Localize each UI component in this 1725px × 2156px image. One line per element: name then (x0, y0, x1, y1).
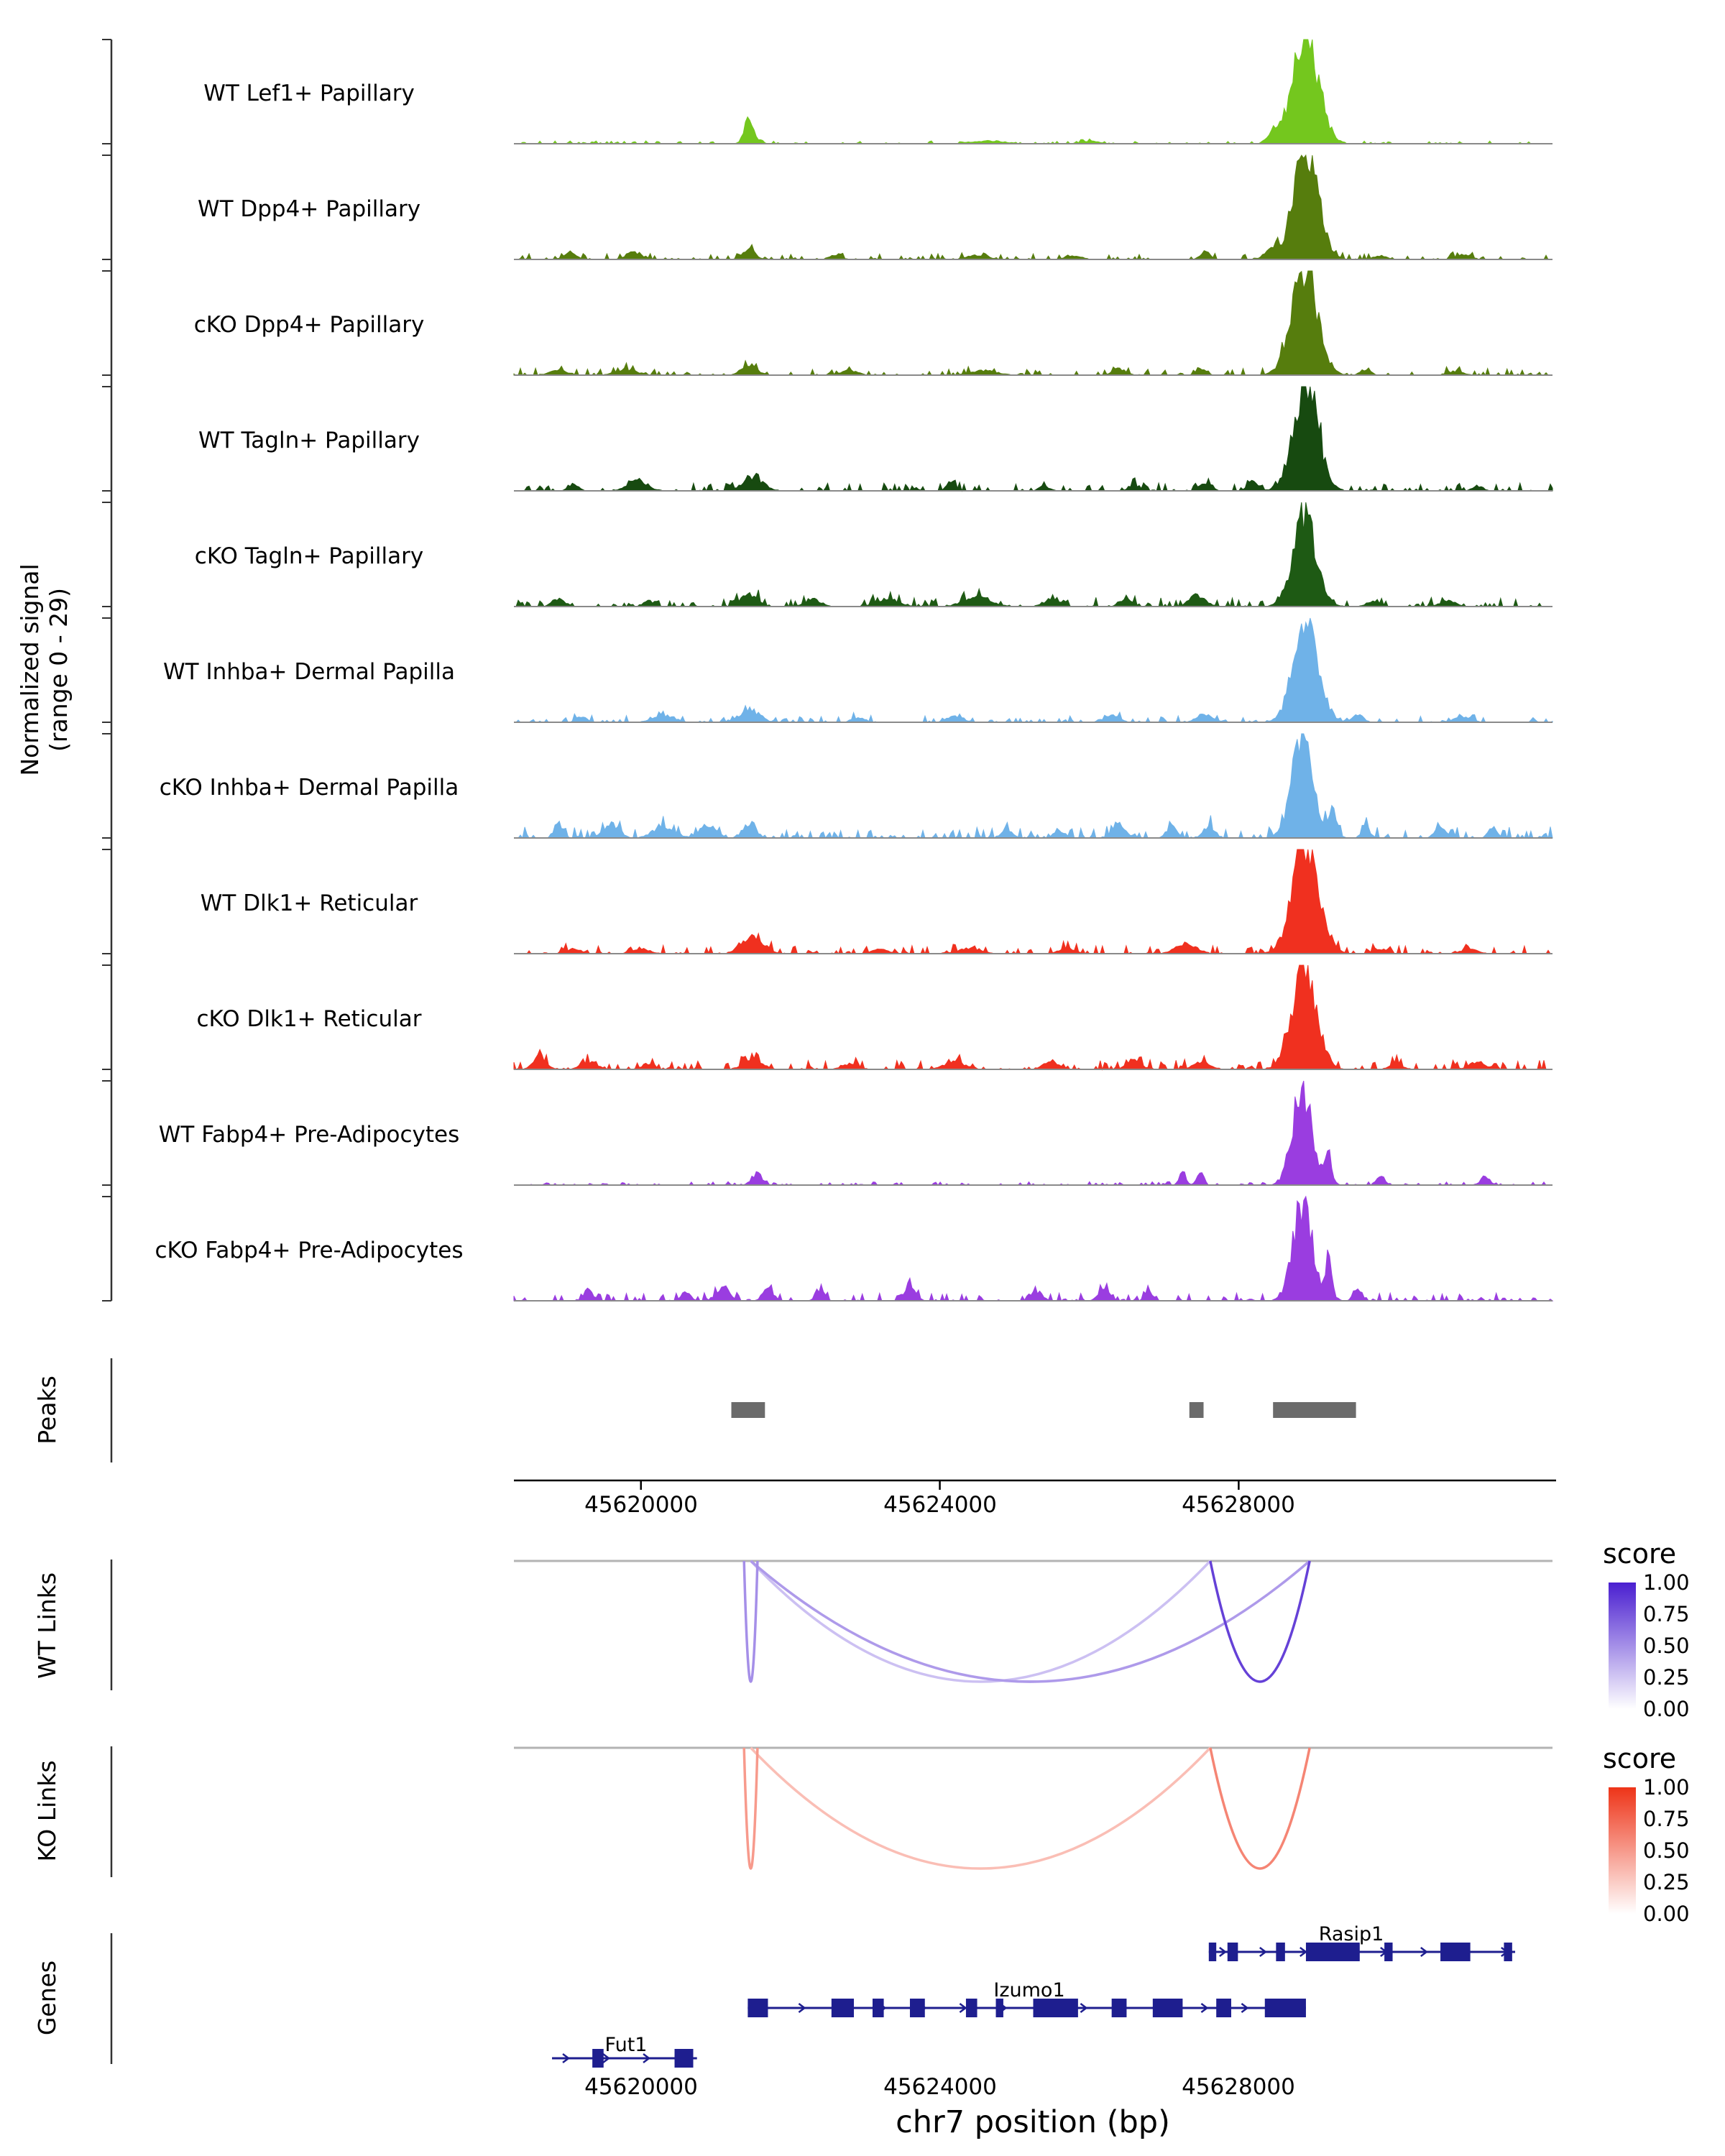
track-label: cKO Tagln+ Papillary (194, 543, 424, 569)
link-arc (750, 1560, 1212, 1683)
legend-tick: 0.50 (1643, 1838, 1690, 1863)
gene-model-izumo1 (748, 1999, 1306, 2017)
peak-interval (1273, 1402, 1356, 1418)
legend-gradient-wt (1609, 1583, 1636, 1709)
y-axis-label-line2: (range 0 - 29) (45, 587, 73, 752)
legend-tick: 1.00 (1643, 1570, 1690, 1595)
coverage-track-8 (102, 964, 1552, 1071)
track-label: WT Dlk1+ Reticular (200, 890, 418, 916)
legend-tick: 0.50 (1643, 1634, 1690, 1658)
mid-x-axis (514, 1479, 1556, 1490)
link-arc (1209, 1747, 1311, 1870)
ko-links-section-label: KO Links (33, 1760, 61, 1862)
x-axis-title: chr7 position (bp) (896, 2104, 1170, 2140)
peak-interval (1189, 1402, 1204, 1418)
x-tick-label: 45628000 (1182, 2074, 1295, 2100)
ko-links-track (110, 1746, 1552, 1877)
y-axis-label: Normalized signal (range 0 - 29) (16, 418, 73, 921)
legend-tick: 1.00 (1643, 1775, 1690, 1800)
track-label: WT Lef1+ Papillary (203, 80, 415, 106)
peak-interval (731, 1402, 765, 1418)
coverage-track-1 (102, 154, 1552, 261)
link-arc (742, 1560, 759, 1683)
peaks-track (110, 1358, 1356, 1462)
link-arc (742, 1747, 759, 1870)
coverage-track-6 (102, 733, 1553, 839)
legend-title: score (1603, 1743, 1677, 1774)
legend-tick: 0.00 (1643, 1902, 1690, 1926)
legend-tick: 0.25 (1643, 1665, 1690, 1690)
x-tick-label: 45628000 (1182, 1492, 1295, 1518)
link-arc (750, 1746, 1212, 1870)
coverage-track-7 (102, 849, 1552, 955)
gene-label-rasip1: Rasip1 (1318, 1923, 1384, 1945)
track-label: WT Inhba+ Dermal Papilla (163, 659, 455, 685)
link-arc (750, 1560, 1311, 1683)
track-label: cKO Dlk1+ Reticular (196, 1006, 422, 1032)
legend-tick: 0.25 (1643, 1870, 1690, 1894)
ko-links-score-legend: score 1.00 0.75 0.50 0.25 0.00 (1597, 1743, 1725, 1937)
coverage-track-2 (102, 270, 1552, 377)
coverage-track-3 (102, 386, 1553, 492)
coverage-track-10 (102, 1195, 1554, 1302)
peaks-section-label: Peaks (33, 1376, 61, 1445)
y-axis-label-line1: Normalized signal (16, 563, 44, 776)
genes-track (110, 1933, 1516, 2068)
wt-links-track (110, 1560, 1552, 1690)
x-tick-label: 45620000 (584, 1492, 698, 1518)
legend-tick: 0.75 (1643, 1602, 1690, 1626)
gene-model-fut1 (552, 2049, 697, 2068)
track-label: WT Tagln+ Papillary (198, 428, 420, 453)
wt-links-section-label: WT Links (33, 1572, 61, 1680)
gene-model-rasip1 (1208, 1943, 1516, 1961)
gene-label-izumo1: Izumo1 (993, 1979, 1065, 2001)
x-tick-label: 45624000 (883, 1492, 997, 1518)
coverage-track-0 (102, 39, 1552, 144)
legend-title: score (1603, 1538, 1677, 1570)
legend-gradient-ko (1609, 1787, 1636, 1914)
track-label: WT Dpp4+ Papillary (197, 196, 421, 222)
track-label: cKO Inhba+ Dermal Papilla (159, 775, 459, 801)
legend-tick: 0.75 (1643, 1807, 1690, 1831)
track-label: WT Fabp4+ Pre-Adipocytes (158, 1122, 460, 1148)
gene-label-fut1: Fut1 (604, 2034, 648, 2056)
wt-links-score-legend: score 1.00 0.75 0.50 0.25 0.00 (1597, 1538, 1725, 1732)
coverage-track-4 (102, 502, 1552, 608)
coverage-track-9 (102, 1080, 1552, 1186)
coverage-track-5 (102, 617, 1553, 724)
x-tick-label: 45620000 (584, 2074, 698, 2100)
track-label: cKO Dpp4+ Papillary (193, 312, 425, 338)
track-label: cKO Fabp4+ Pre-Adipocytes (155, 1238, 464, 1263)
genes-section-label: Genes (33, 1960, 61, 2036)
link-arc (1209, 1560, 1311, 1683)
legend-tick: 0.00 (1643, 1697, 1690, 1721)
x-tick-label: 45624000 (883, 2074, 997, 2100)
